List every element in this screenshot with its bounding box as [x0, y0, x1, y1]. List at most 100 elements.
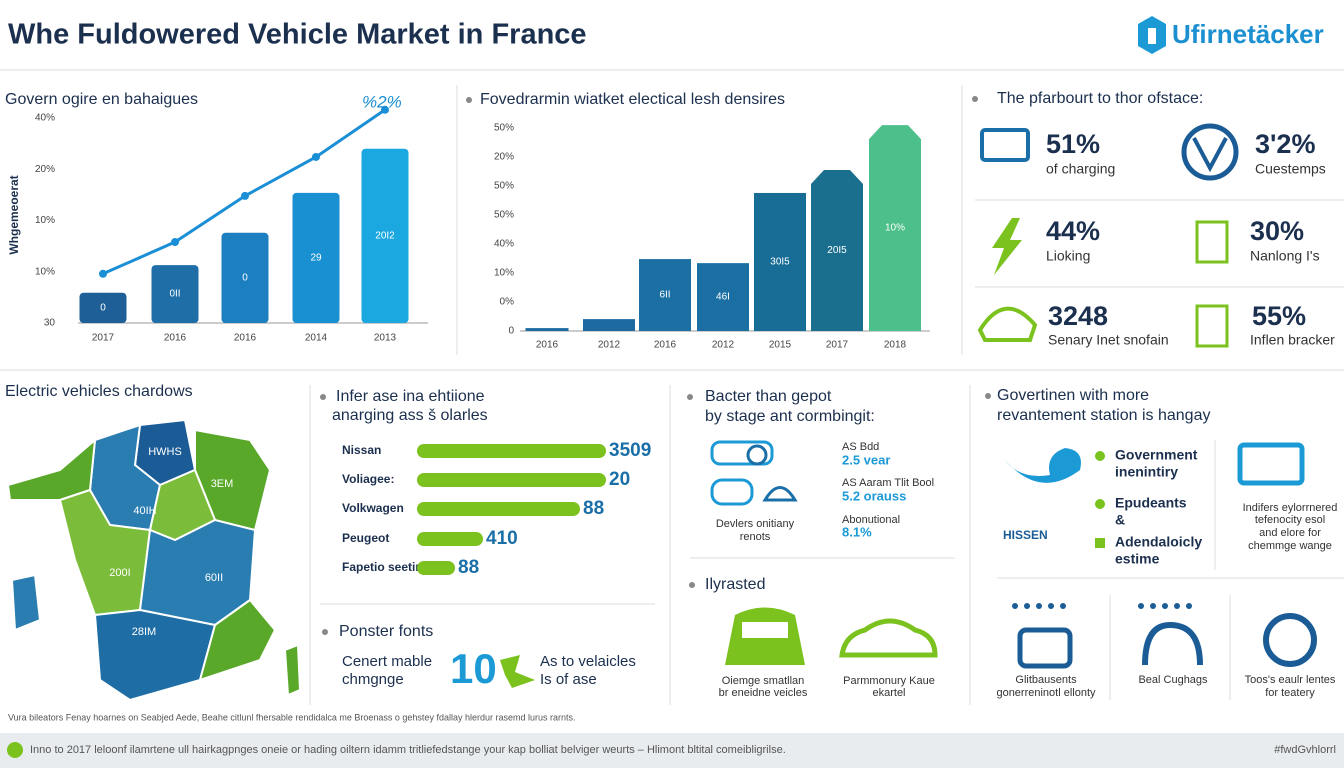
bar: [583, 319, 635, 331]
map-labels: HWHS 3EM 40IH 200I 60II 28IM: [109, 446, 233, 638]
bar-label: 30Ι5: [770, 257, 790, 268]
star: [1174, 603, 1180, 609]
stat-label: Cuestemps: [1255, 161, 1326, 177]
star: [1012, 603, 1018, 609]
category-label: Peugeot: [342, 531, 389, 545]
gov-item: Adendaloicly: [1115, 534, 1202, 550]
car-icon: [839, 618, 938, 658]
panel-title: The pfarbourt to thor ofstace:: [997, 90, 1203, 107]
car-icon: [762, 486, 798, 502]
bar: [417, 502, 580, 516]
footnote: Vura bileators Fenay hoarnes on Seabjed …: [8, 712, 576, 722]
battery-value: 8.1%: [842, 524, 872, 539]
line-point: [241, 191, 249, 200]
bar-label: 10%: [885, 223, 905, 234]
bullet: [320, 394, 326, 400]
star: [1048, 603, 1054, 609]
category-label: Nissan: [342, 443, 381, 457]
stat-label: Lioking: [1046, 248, 1090, 264]
footer-bar: [0, 733, 1344, 768]
gov-note: chemmge wange: [1248, 540, 1332, 552]
map-region: [283, 643, 302, 697]
bullet: [466, 97, 472, 103]
footer-icon: [7, 742, 23, 758]
x-tick-label: 2016: [164, 333, 187, 344]
y-tick-label: 50%: [494, 123, 514, 134]
stat-label: Nanlong I's: [1250, 248, 1320, 264]
x-tick-label: 2012: [598, 340, 621, 351]
bar-label: 46I: [716, 292, 730, 303]
car-caption: br eneidne veicles: [719, 687, 808, 699]
bullet: [687, 394, 693, 400]
chart-title: anarging ass š olarles: [332, 407, 488, 424]
car-caption: ekartel: [872, 687, 905, 699]
region-label: 60II: [205, 572, 223, 584]
bar: [639, 259, 691, 331]
car-icon: [742, 622, 788, 638]
panel-title: Govertinen with more: [997, 387, 1149, 404]
stat-value: 44%: [1046, 216, 1100, 246]
star: [1150, 603, 1156, 609]
battery-label: AS Aaram Tlit Bool: [842, 477, 934, 489]
footer-text: Inno to 2017 leloonf ilamrtene ull hairk…: [30, 744, 786, 756]
bolt-icon: [992, 218, 1022, 275]
chart-title: Govern ogire en bahaigues: [5, 91, 198, 108]
battery-label: Abonutional: [842, 514, 900, 526]
bar: [811, 170, 863, 331]
poster-text: Is of ase: [540, 671, 597, 688]
panel-title: Electric vehicles chardows: [5, 383, 193, 400]
battery-label: AS Bdd: [842, 441, 879, 453]
battery-caption: Devlers onitiany: [716, 518, 795, 530]
x-tick-label: 2016: [536, 340, 559, 351]
bar: [417, 473, 606, 487]
battery-caption: renots: [740, 531, 771, 543]
y-tick-label: 10%: [35, 266, 55, 277]
y-tick-label: 10%: [494, 268, 514, 279]
bar: [417, 532, 483, 546]
bullet: [322, 629, 328, 635]
y-tick-label: 0: [508, 326, 514, 337]
car-caption: Parmmonury Kaue: [843, 675, 935, 687]
category-label: Fapetio seetirar: [342, 560, 432, 574]
car-icon: [710, 478, 754, 506]
stat-label: Senary Inet snofain: [1048, 332, 1169, 348]
x-tick-label: 2017: [92, 333, 115, 344]
gov-note: tefenocity esol: [1255, 514, 1325, 526]
plug-icon: [1195, 220, 1229, 264]
bar: [361, 148, 409, 323]
brand: HISSEN: [1003, 528, 1048, 542]
stat-value: 3248: [1048, 301, 1108, 331]
stat-label: of charging: [1046, 161, 1115, 177]
y-tick-label: 20%: [35, 164, 55, 175]
poster-text: As to velaicles: [540, 653, 636, 670]
region-label: HWHS: [148, 446, 182, 458]
x-tick-label: 2016: [234, 333, 257, 344]
bar: [754, 192, 806, 331]
station-icon: [1237, 442, 1305, 486]
bar-label: 29: [310, 253, 322, 264]
stat-value: 51%: [1046, 129, 1100, 159]
x-tick-label: 2013: [374, 333, 397, 344]
page-title: Whe Fuldowered Vehicle Market in France: [8, 19, 587, 51]
region-label: 40IH: [133, 505, 156, 517]
gov-item: Epudeants: [1115, 495, 1187, 511]
bar: [869, 125, 921, 331]
bar: [292, 192, 340, 323]
region-label: 200I: [109, 567, 130, 579]
panel-title: Bacter than gepot: [705, 388, 832, 405]
y-tick-label: 40%: [35, 113, 55, 124]
bar: [417, 444, 606, 458]
y-tick-label: 20%: [494, 152, 514, 163]
bullet: [972, 96, 978, 102]
car-icon: [710, 440, 774, 466]
x-tick-label: 2014: [305, 333, 328, 344]
star: [1186, 603, 1192, 609]
wrench-icon: [1263, 613, 1317, 667]
star: [1036, 603, 1042, 609]
line-point: [171, 238, 179, 247]
x-tick-label: 2017: [826, 340, 849, 351]
charger-icon: [980, 128, 1030, 162]
annotation: %2%: [362, 92, 402, 111]
stat-label: Inflen bracker: [1250, 332, 1335, 348]
